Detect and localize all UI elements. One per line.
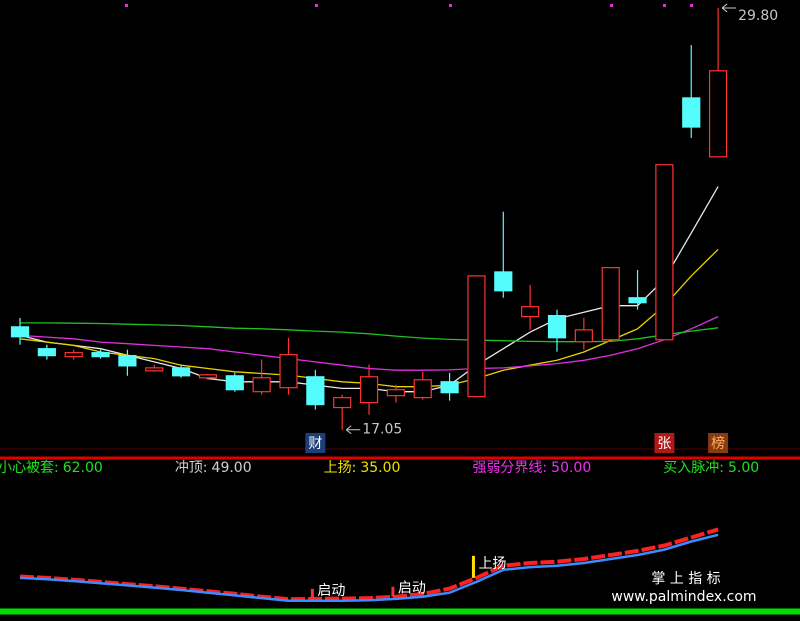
- candle-body: [145, 367, 164, 372]
- watermark-brand: 掌 上 指 标: [651, 571, 720, 587]
- legend-value: 49.00: [212, 460, 252, 476]
- marker-dot: [610, 4, 613, 7]
- candle-body: [198, 374, 218, 379]
- candle-body: [225, 375, 244, 391]
- candle-body: [628, 297, 647, 304]
- candle-body: [386, 389, 405, 397]
- legend-label: 强弱分界线:: [472, 460, 547, 476]
- legend-value: 5.00: [728, 460, 759, 476]
- candle-body: [601, 267, 620, 341]
- candle-body: [440, 381, 459, 394]
- candle-body: [574, 329, 593, 343]
- badge-label: 张: [657, 436, 671, 452]
- legend-label: 小心被套:: [0, 460, 59, 476]
- candle-body: [682, 97, 701, 128]
- candle-body: [37, 348, 56, 357]
- top-markers: [125, 4, 693, 7]
- candle-body: [252, 377, 271, 393]
- candle-body: [494, 271, 513, 292]
- watermark-url: www.palmindex.com: [611, 589, 756, 605]
- badge-bg: [708, 433, 729, 453]
- candle-body: [359, 376, 379, 404]
- candle-body: [64, 352, 83, 358]
- badge-bg: [305, 433, 326, 453]
- legend-label: 冲顶:: [175, 460, 208, 476]
- signal-label: 启动: [317, 583, 345, 599]
- candle-body: [118, 355, 137, 367]
- legend-value: 35.00: [360, 460, 400, 476]
- candle-body: [333, 397, 352, 409]
- candle-body: [413, 379, 432, 399]
- signal-label: 上扬: [478, 556, 506, 572]
- marker-dot: [690, 4, 693, 7]
- annotation-arrow: [345, 425, 361, 435]
- candle-body: [708, 70, 728, 158]
- candle-body: [467, 275, 486, 398]
- candle-body: [655, 164, 674, 341]
- marker-dot: [663, 4, 666, 7]
- indicator-line: [19, 527, 719, 602]
- moving-average-line: [20, 322, 719, 343]
- candle-body: [547, 314, 567, 339]
- badge-label: 财: [308, 436, 322, 452]
- candle-body: [306, 376, 325, 406]
- candle-body: [172, 367, 191, 377]
- legend-value: 50.00: [551, 460, 591, 476]
- annotation-arrow: [721, 3, 737, 13]
- legend-label: 买入脉冲:: [663, 460, 724, 476]
- candle-body: [279, 354, 298, 389]
- candle-body: [521, 306, 540, 318]
- marker-dot: [449, 4, 452, 7]
- annotation-label: 29.80: [738, 8, 778, 24]
- legend-label: 上扬:: [324, 460, 357, 476]
- marker-dot: [125, 4, 128, 7]
- candle-body: [10, 326, 30, 338]
- annotation-label: 17.05: [362, 422, 402, 438]
- signal-label: 启动: [398, 581, 426, 597]
- badge-bg: [654, 433, 675, 453]
- indicator-line: [19, 533, 719, 603]
- legend-value: 62.00: [63, 460, 103, 476]
- marker-dot: [315, 4, 318, 7]
- candle-body: [91, 352, 110, 358]
- badge-label: 榜: [711, 435, 725, 452]
